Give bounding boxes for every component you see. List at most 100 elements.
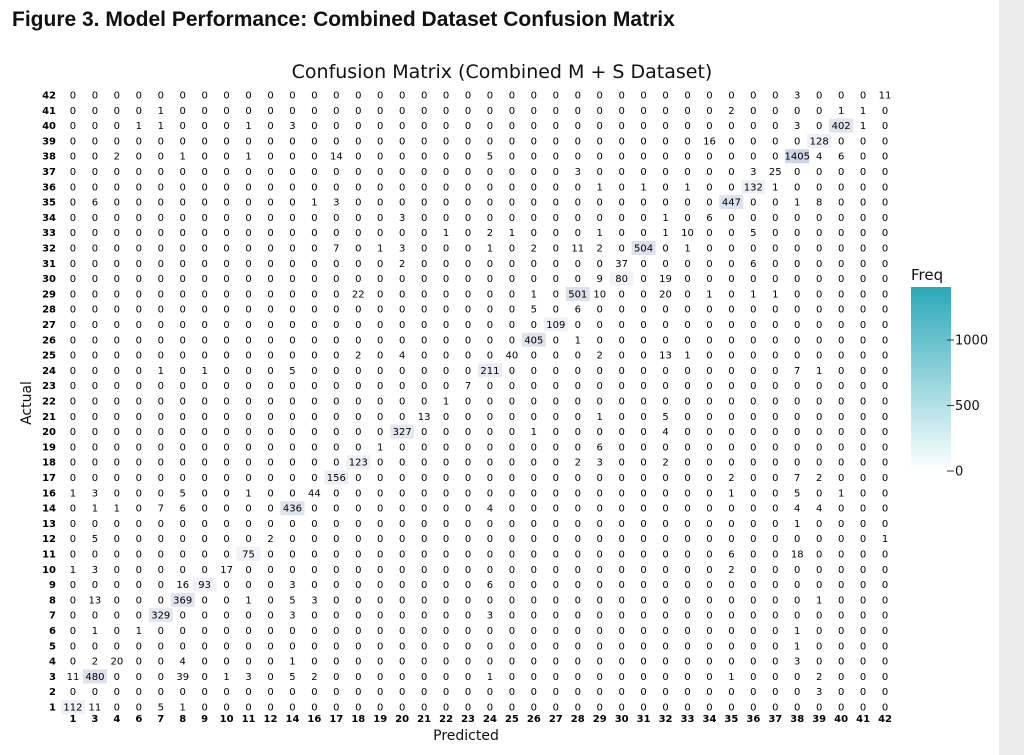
cell-value: 0: [772, 351, 778, 362]
cell-value: 0: [662, 91, 668, 102]
cell-value: 0: [136, 703, 142, 714]
cell-value: 0: [311, 320, 317, 331]
cell-value: 0: [750, 366, 756, 377]
cell-value: 1: [92, 626, 98, 637]
cell-value: 0: [201, 611, 207, 622]
confusion-matrix-chart: Confusion Matrix (Combined M + S Dataset…: [19, 61, 988, 744]
cell-value: 6: [728, 550, 734, 561]
cell-value: 0: [531, 473, 537, 484]
cell-value: 0: [860, 351, 866, 362]
cell-value: 0: [882, 657, 888, 668]
cell-value: 0: [333, 167, 339, 178]
cell-value: 0: [750, 106, 756, 117]
heatmap-cell: [390, 424, 415, 439]
cell-value: 0: [465, 473, 471, 484]
cell-value: 0: [136, 397, 142, 408]
cell-value: 7: [465, 381, 471, 392]
cell-value: 0: [311, 213, 317, 224]
cell-value: 0: [662, 335, 668, 346]
cell-value: 0: [92, 182, 98, 193]
cell-value: 0: [509, 550, 515, 561]
cell-value: 0: [684, 534, 690, 545]
cell-value: 0: [531, 534, 537, 545]
cell-value: 0: [114, 167, 120, 178]
cell-value: 0: [114, 182, 120, 193]
cell-value: 0: [728, 519, 734, 530]
cell-value: 10: [681, 228, 694, 239]
cell-value: 0: [333, 274, 339, 285]
y-tick-label: 32: [42, 244, 56, 255]
cell-value: 0: [443, 703, 449, 714]
cell-value: 0: [597, 381, 603, 392]
cell-value: 0: [531, 458, 537, 469]
cell-value: 0: [640, 259, 646, 270]
cell-value: 0: [180, 320, 186, 331]
cell-value: 0: [640, 504, 646, 515]
cell-value: 0: [443, 504, 449, 515]
cell-value: 0: [662, 703, 668, 714]
cell-value: 0: [399, 412, 405, 423]
cell-value: 0: [882, 473, 888, 484]
cell-value: 0: [223, 152, 229, 163]
cell-value: 0: [443, 442, 449, 453]
cell-value: 0: [136, 473, 142, 484]
cell-value: 0: [838, 611, 844, 622]
cell-value: 0: [882, 366, 888, 377]
cell-value: 0: [772, 91, 778, 102]
cell-value: 1: [223, 672, 229, 683]
cell-value: 0: [443, 427, 449, 438]
cell-value: 0: [311, 641, 317, 652]
cell-value: 0: [311, 611, 317, 622]
cell-value: 0: [421, 550, 427, 561]
cell-value: 0: [443, 259, 449, 270]
cell-value: 0: [201, 397, 207, 408]
cell-value: 2: [355, 351, 361, 362]
cell-value: 0: [311, 167, 317, 178]
cell-value: 0: [201, 213, 207, 224]
cell-value: 0: [443, 473, 449, 484]
cell-value: 0: [553, 641, 559, 652]
cell-value: 0: [728, 458, 734, 469]
cell-value: 447: [722, 198, 741, 209]
cell-value: 0: [772, 152, 778, 163]
cell-value: 0: [443, 274, 449, 285]
cell-value: 19: [659, 274, 672, 285]
cell-value: 0: [311, 442, 317, 453]
cell-value: 0: [180, 167, 186, 178]
cell-value: 0: [772, 565, 778, 576]
cell-value: 0: [355, 274, 361, 285]
cell-value: 0: [421, 488, 427, 499]
cell-value: 402: [832, 121, 851, 132]
cell-value: 0: [355, 488, 361, 499]
y-tick-label: 20: [42, 427, 56, 438]
cell-value: 0: [92, 152, 98, 163]
cell-value: 0: [684, 412, 690, 423]
cell-value: 0: [245, 198, 251, 209]
cell-value: 0: [245, 427, 251, 438]
cell-value: 0: [662, 182, 668, 193]
cell-value: 0: [597, 121, 603, 132]
cell-value: 0: [509, 182, 515, 193]
cell-value: 0: [92, 320, 98, 331]
cell-value: 0: [377, 289, 383, 300]
x-tick-label: 3: [91, 714, 98, 725]
cell-value: 0: [706, 458, 712, 469]
cell-value: 0: [245, 458, 251, 469]
heatmap-cell: [609, 271, 634, 286]
cell-value: 0: [816, 274, 822, 285]
cell-value: 0: [158, 320, 164, 331]
cell-value: 0: [509, 473, 515, 484]
cell-value: 0: [465, 580, 471, 591]
cell-value: 0: [597, 152, 603, 163]
cell-value: 132: [744, 182, 763, 193]
cell-value: 1: [860, 121, 866, 132]
cell-value: 0: [597, 320, 603, 331]
cell-value: 0: [706, 152, 712, 163]
cell-value: 0: [794, 335, 800, 346]
cell-value: 1: [158, 121, 164, 132]
cell-value: 0: [114, 335, 120, 346]
cell-value: 2: [728, 565, 734, 576]
y-tick-label: 17: [42, 473, 56, 484]
cell-value: 0: [421, 397, 427, 408]
y-tick-label: 12: [42, 534, 56, 545]
